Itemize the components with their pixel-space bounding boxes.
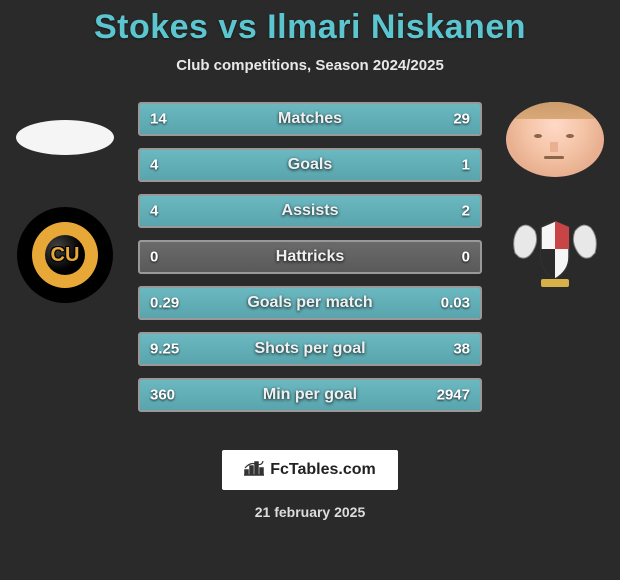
stat-value-right: 29 [453, 111, 470, 128]
stat-value-right: 0 [462, 249, 470, 266]
stat-value-left: 360 [150, 387, 175, 404]
chart-icon [244, 460, 264, 481]
stat-label: Goals per match [247, 294, 372, 312]
stat-value-right: 0.03 [441, 295, 470, 312]
stat-row: 0.29 0.03 Goals per match [138, 286, 482, 320]
stat-bar-left [140, 150, 412, 180]
stat-value-left: 0 [150, 249, 158, 266]
main-area: CU 14 29 Matches 4 1 Goals 4 2 Assists 0 0 Hattrick… [0, 102, 620, 432]
club-badge-right [505, 202, 605, 302]
player-left-column: CU [0, 102, 130, 432]
site-badge[interactable]: FcTables.com [222, 450, 398, 490]
subtitle: Club competitions, Season 2024/2025 [0, 57, 620, 74]
stat-value-left: 9.25 [150, 341, 179, 358]
club-abbr-left: CU [51, 244, 80, 267]
stat-value-left: 4 [150, 157, 158, 174]
stat-row: 0 0 Hattricks [138, 240, 482, 274]
stats-bars: 14 29 Matches 4 1 Goals 4 2 Assists 0 0 Hattricks 0.… [138, 102, 482, 424]
stat-row: 9.25 38 Shots per goal [138, 332, 482, 366]
stat-value-right: 2947 [437, 387, 470, 404]
comparison-card: Stokes vs Ilmari Niskanen Club competiti… [0, 0, 620, 580]
stat-label: Goals [288, 156, 332, 174]
player-right-photo [506, 102, 604, 177]
stat-value-right: 38 [453, 341, 470, 358]
stat-label: Shots per goal [254, 340, 365, 358]
stat-label: Matches [278, 110, 342, 128]
stat-value-right: 2 [462, 203, 470, 220]
club-badge-left: CU [15, 205, 115, 305]
stat-row: 14 29 Matches [138, 102, 482, 136]
stat-label: Hattricks [276, 248, 344, 266]
site-name: FcTables.com [270, 461, 376, 479]
page-title: Stokes vs Ilmari Niskanen [0, 8, 620, 47]
stat-value-left: 14 [150, 111, 167, 128]
stat-label: Assists [282, 202, 339, 220]
footer-date: 21 february 2025 [0, 504, 620, 520]
stat-value-left: 4 [150, 203, 158, 220]
stat-label: Min per goal [263, 386, 357, 404]
stat-row: 4 2 Assists [138, 194, 482, 228]
stat-row: 360 2947 Min per goal [138, 378, 482, 412]
player-left-photo [16, 120, 114, 155]
stat-row: 4 1 Goals [138, 148, 482, 182]
stat-value-right: 1 [462, 157, 470, 174]
crest-icon [507, 213, 603, 291]
player-right-column [490, 102, 620, 432]
stat-value-left: 0.29 [150, 295, 179, 312]
